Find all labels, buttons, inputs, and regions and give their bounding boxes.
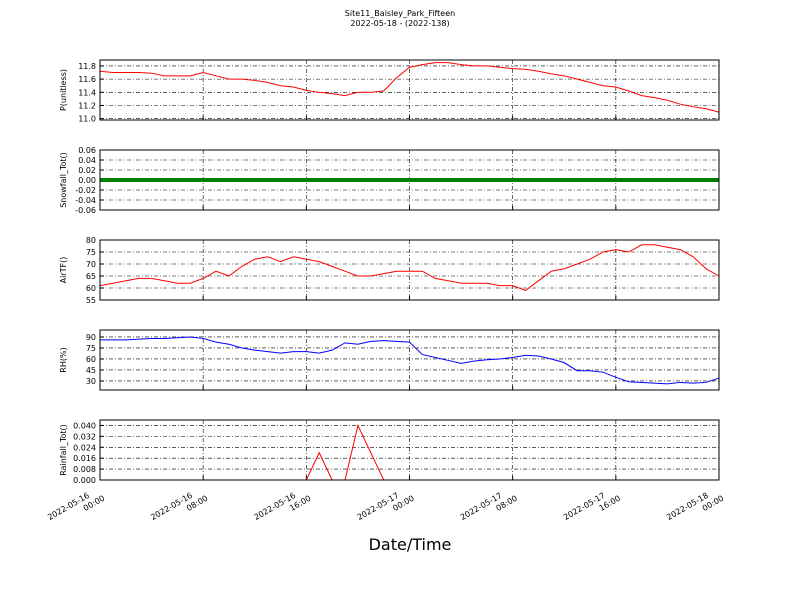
y-tick-label: 0.00 bbox=[78, 176, 96, 185]
y-tick-label: 55 bbox=[86, 296, 96, 305]
axes-frame bbox=[99, 59, 720, 121]
y-tick-label: 11.6 bbox=[78, 75, 96, 84]
y-tick-label: -0.06 bbox=[75, 206, 96, 215]
y-tick-label: 0.040 bbox=[73, 421, 96, 430]
y-tick-label: 80 bbox=[86, 236, 96, 245]
y-tick-label: 45 bbox=[86, 366, 96, 375]
y-tick-label: 11.2 bbox=[78, 101, 96, 110]
y-tick-label: 60 bbox=[86, 284, 96, 293]
y-tick-label: -0.04 bbox=[75, 196, 96, 205]
y-axis-label: AirTF() bbox=[59, 257, 68, 284]
y-tick-label: 75 bbox=[86, 248, 96, 257]
chart-title: Site11_Baisley_Park_Fifteen bbox=[345, 9, 455, 18]
chart-subtitle: 2022-05-18 - (2022-138) bbox=[350, 19, 449, 28]
x-tick-label: 2022-05-1800:00 bbox=[665, 485, 725, 531]
data-line bbox=[100, 336, 720, 385]
axes-frame bbox=[99, 419, 720, 481]
y-tick-label: 11.0 bbox=[78, 115, 96, 124]
y-tick-label: 90 bbox=[86, 333, 96, 342]
y-tick-label: 70 bbox=[86, 260, 96, 269]
y-axis-label: P(unitless) bbox=[59, 69, 68, 111]
y-tick-label: 0.000 bbox=[73, 476, 96, 485]
x-tick-label: 2022-05-1708:00 bbox=[459, 485, 519, 531]
x-tick-label: 2022-05-1700:00 bbox=[356, 485, 416, 531]
y-tick-label: 0.04 bbox=[78, 156, 96, 165]
x-axis-label: Date/Time bbox=[369, 535, 452, 554]
y-tick-label: 0.06 bbox=[78, 146, 96, 155]
y-axis-label: RH(%) bbox=[59, 347, 68, 372]
x-tick-label: 2022-05-1600:00 bbox=[46, 485, 106, 531]
axes-frame bbox=[99, 149, 720, 211]
x-tick-label: 2022-05-1716:00 bbox=[562, 485, 622, 531]
y-tick-label: 60 bbox=[86, 355, 96, 364]
y-tick-label: 75 bbox=[86, 344, 96, 353]
y-tick-label: 11.8 bbox=[78, 62, 96, 71]
x-tick-label: 2022-05-1616:00 bbox=[252, 485, 312, 531]
y-tick-label: 0.032 bbox=[73, 432, 96, 441]
y-tick-label: 65 bbox=[86, 272, 96, 281]
y-tick-label: 11.4 bbox=[78, 88, 96, 97]
y-tick-label: 0.02 bbox=[78, 166, 96, 175]
y-tick-label: 0.024 bbox=[73, 443, 96, 452]
x-tick-label: 2022-05-1608:00 bbox=[149, 485, 209, 531]
y-axis-label: Snowfall_Tot() bbox=[59, 152, 68, 208]
y-tick-label: -0.02 bbox=[75, 186, 96, 195]
axes-frame bbox=[99, 239, 720, 301]
axes-frame bbox=[99, 329, 720, 391]
y-axis-label: Rainfall_Tot() bbox=[59, 424, 68, 476]
y-tick-label: 0.008 bbox=[73, 465, 96, 474]
y-tick-label: 0.016 bbox=[73, 454, 96, 463]
y-tick-label: 30 bbox=[86, 377, 96, 386]
data-line bbox=[99, 244, 720, 291]
data-line bbox=[99, 62, 720, 113]
